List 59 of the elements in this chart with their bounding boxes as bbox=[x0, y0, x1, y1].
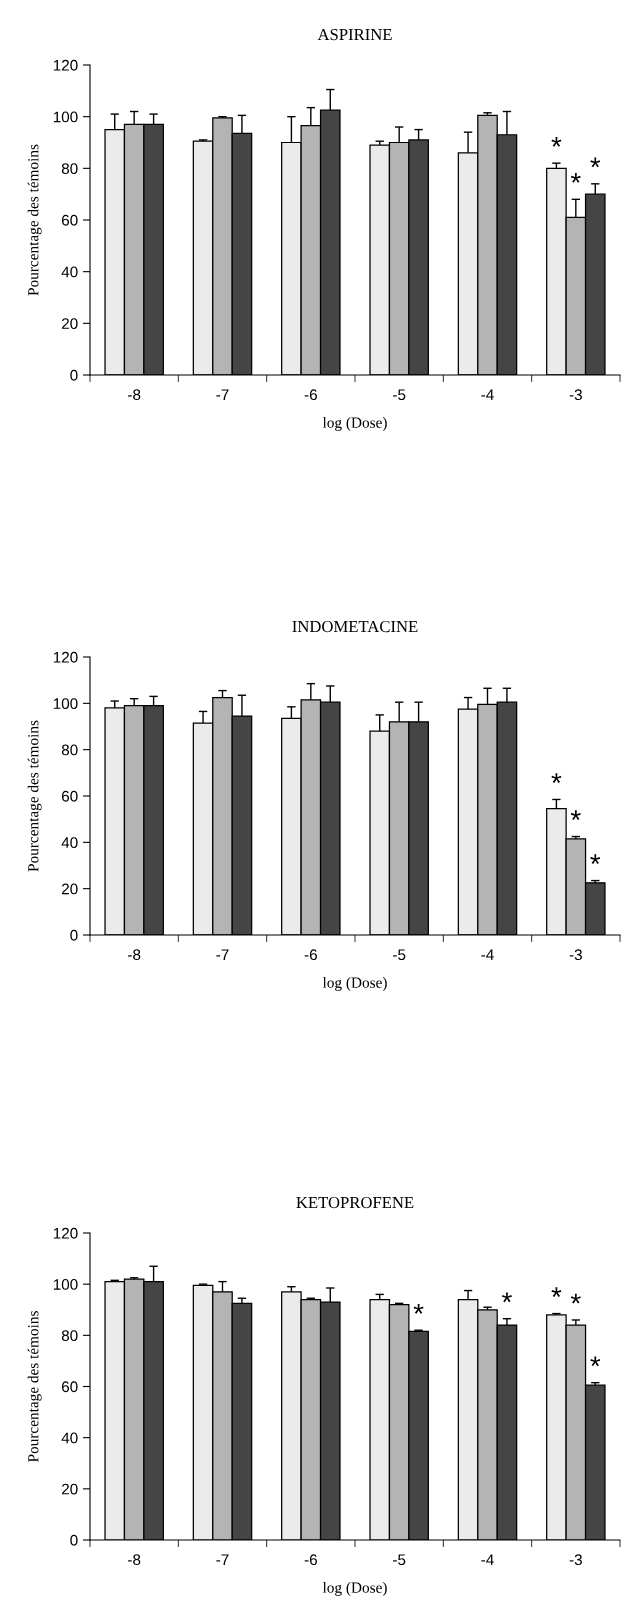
x-axis-title: log (Dose) bbox=[322, 417, 387, 431]
x-axis-title: log (Dose) bbox=[322, 1582, 387, 1596]
data-label: * bbox=[551, 136, 562, 147]
y-tick-label: 40 bbox=[61, 837, 78, 849]
data-label: * bbox=[501, 1292, 512, 1303]
y-tick-label: 20 bbox=[61, 318, 78, 330]
y-tick-label: 20 bbox=[61, 883, 78, 895]
x-tick-label: -3 bbox=[569, 949, 582, 961]
x-tick-label: -6 bbox=[304, 1554, 317, 1566]
x-tick-label: -4 bbox=[481, 1554, 494, 1565]
y-axis-title: Pourcentage des témoins bbox=[27, 144, 42, 296]
data-label: * bbox=[590, 1356, 601, 1367]
y-tick-label: 120 bbox=[53, 1227, 78, 1239]
y-axis-title: Pourcentage des témoins bbox=[27, 1311, 42, 1463]
y-tick-label: 100 bbox=[53, 698, 78, 710]
x-tick-label: -5 bbox=[393, 949, 406, 961]
y-tick-label: 100 bbox=[53, 1279, 78, 1290]
data-label: * bbox=[551, 773, 562, 783]
x-tick-label: -3 bbox=[569, 389, 582, 401]
chart-title: ASPIRINE bbox=[317, 28, 392, 41]
x-tick-label: -8 bbox=[128, 949, 141, 961]
y-tick-label: 120 bbox=[53, 59, 78, 71]
x-tick-label: -5 bbox=[393, 1554, 406, 1566]
y-tick-label: 20 bbox=[61, 1483, 78, 1495]
y-tick-label: 0 bbox=[70, 369, 78, 381]
x-tick-label: -3 bbox=[569, 1554, 582, 1566]
y-tick-label: 40 bbox=[61, 1432, 78, 1444]
x-tick-label: -4 bbox=[481, 389, 494, 400]
y-axis-title: Pourcentage des témoins bbox=[27, 720, 42, 872]
y-tick-label: 0 bbox=[70, 1534, 78, 1546]
y-tick-label: 80 bbox=[61, 163, 78, 175]
x-tick-label: -4 bbox=[481, 949, 494, 960]
x-tick-label: -6 bbox=[304, 949, 317, 961]
x-tick-label: -6 bbox=[304, 389, 317, 401]
chart-title: KETOPROFENE bbox=[296, 1196, 414, 1209]
y-tick-label: 60 bbox=[61, 1381, 78, 1393]
y-tick-label: 80 bbox=[61, 744, 78, 756]
x-tick-label: -7 bbox=[216, 949, 229, 960]
data-label: * bbox=[590, 157, 601, 168]
data-label: * bbox=[570, 1293, 581, 1304]
chart-title: INDOMETACINE bbox=[292, 620, 418, 633]
x-tick-label: -8 bbox=[128, 1554, 141, 1566]
y-tick-label: 0 bbox=[70, 929, 78, 941]
data-label: * bbox=[551, 1287, 562, 1298]
y-tick-label: 40 bbox=[61, 266, 78, 278]
x-tick-label: -5 bbox=[393, 389, 406, 401]
data-label: * bbox=[570, 173, 581, 183]
x-tick-label: -7 bbox=[216, 389, 229, 400]
x-tick-label: -8 bbox=[128, 389, 141, 401]
y-tick-label: 60 bbox=[61, 790, 78, 802]
y-tick-label: 120 bbox=[53, 651, 78, 663]
y-tick-label: 100 bbox=[53, 111, 78, 123]
x-tick-label: -7 bbox=[216, 1554, 229, 1565]
data-label: * bbox=[570, 810, 581, 821]
data-label: * bbox=[413, 1303, 424, 1314]
y-tick-label: 80 bbox=[61, 1330, 78, 1342]
x-axis-title: log (Dose) bbox=[322, 977, 387, 991]
data-label: * bbox=[590, 854, 601, 865]
y-tick-label: 60 bbox=[61, 214, 78, 226]
